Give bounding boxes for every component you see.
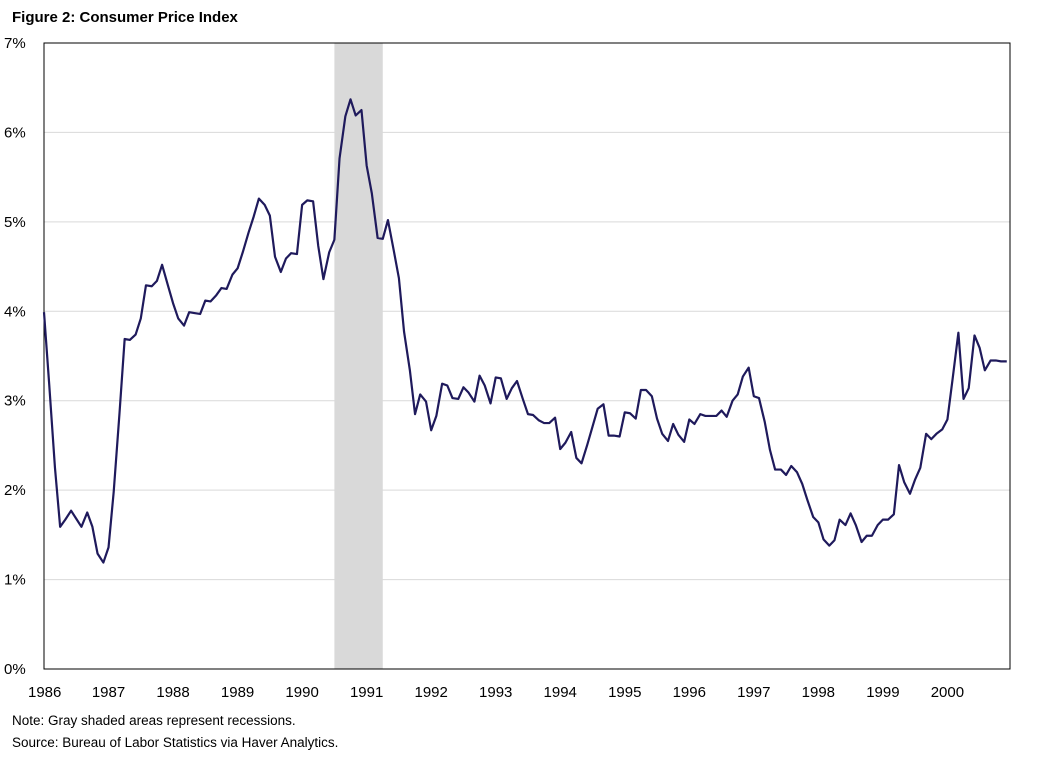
x-tick-label-1999: 1999 (866, 684, 899, 701)
cpi-series-line (42, 98, 1007, 564)
chart-title: Figure 2: Consumer Price Index (12, 9, 239, 26)
x-tick-label-1995: 1995 (608, 684, 641, 701)
chart-source: Source: Bureau of Labor Statistics via H… (12, 735, 338, 750)
x-tick-label-1996: 1996 (673, 684, 706, 701)
plot-area: 0% 1% 2% 3% 4% 5% 6% 7% 1986 1987 1988 1989 1990 1991… (4, 35, 1011, 701)
x-tick-label-1987: 1987 (92, 684, 125, 701)
y-tick-label-5: 5% (4, 214, 26, 231)
x-tick-label-1998: 1998 (802, 684, 835, 701)
x-tick-label-1991: 1991 (350, 684, 383, 701)
x-tick-label-1986: 1986 (28, 684, 61, 701)
y-tick-label-4: 4% (4, 303, 26, 320)
x-tick-label-1994: 1994 (544, 684, 577, 701)
y-tick-label-3: 3% (4, 393, 26, 410)
y-tick-label-2: 2% (4, 482, 26, 499)
x-tick-label-1988: 1988 (156, 684, 189, 701)
y-tick-label-0: 0% (4, 661, 26, 678)
x-tick-label-1993: 1993 (479, 684, 512, 701)
x-tick-label-1997: 1997 (737, 684, 770, 701)
x-tick-label-1989: 1989 (221, 684, 254, 701)
y-tick-label-7: 7% (4, 35, 26, 52)
x-tick-label-1990: 1990 (285, 684, 318, 701)
x-tick-label-2000: 2000 (931, 684, 964, 701)
recession-band-0 (334, 43, 383, 669)
plot-frame (43, 42, 1011, 670)
y-tick-label-1: 1% (4, 572, 26, 589)
chart-note: Note: Gray shaded areas represent recess… (12, 713, 296, 728)
x-tick-label-1992: 1992 (414, 684, 447, 701)
y-tick-label-6: 6% (4, 124, 26, 141)
